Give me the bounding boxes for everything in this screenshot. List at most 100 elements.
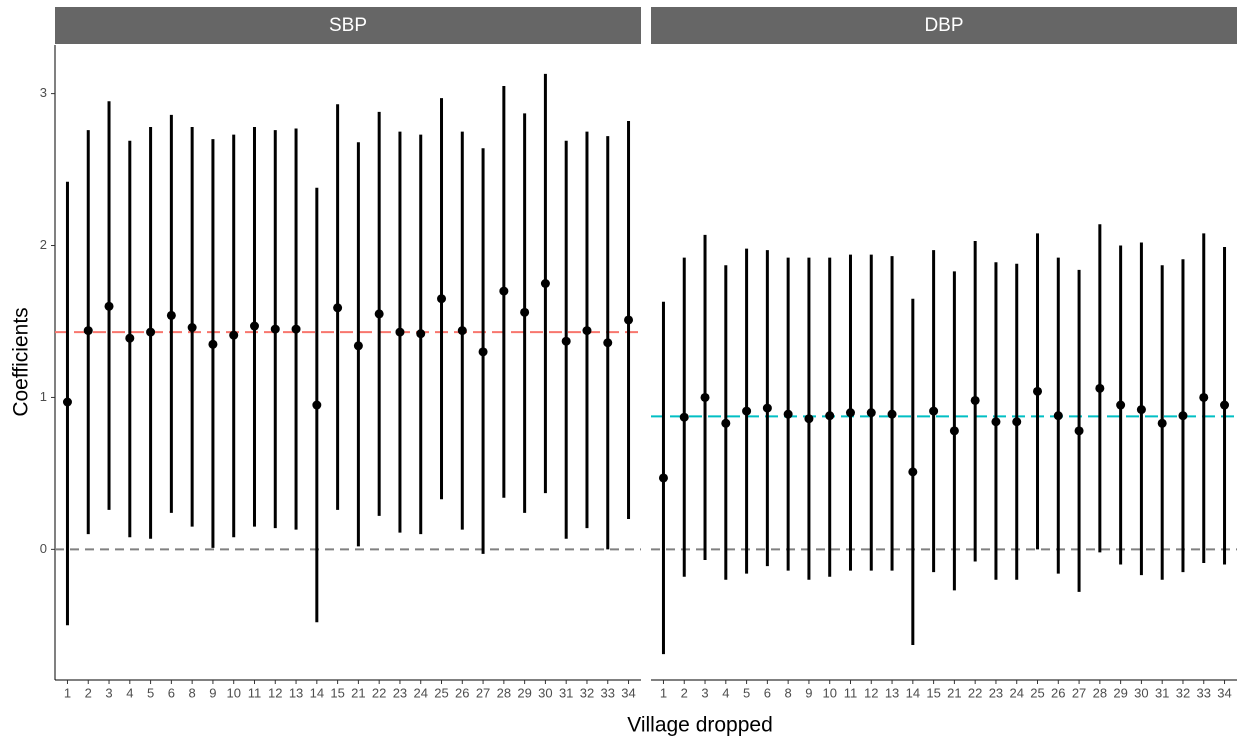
point [125,333,135,343]
x-tick-label: 15 [330,685,344,700]
point [1157,418,1167,428]
point [520,307,530,317]
point [540,279,550,289]
point [1178,411,1188,421]
point [499,286,509,296]
point [353,341,363,351]
x-tick-label: 23 [393,685,407,700]
point [478,347,488,357]
x-tick-label: 33 [1197,685,1211,700]
x-tick-label: 31 [559,685,573,700]
point [561,336,571,346]
x-tick-label: 8 [189,685,196,700]
x-tick-label: 32 [580,685,594,700]
x-tick-label: 13 [885,685,899,700]
x-tick-label: 8 [785,685,792,700]
point [437,294,447,304]
x-tick-label: 30 [538,685,552,700]
point [62,397,72,407]
point [721,418,731,428]
point [208,339,218,349]
x-tick-label: 30 [1134,685,1148,700]
x-tick-label: 22 [372,685,386,700]
point [166,310,176,320]
y-tick-label: 0 [40,541,47,556]
x-tick-label: 26 [455,685,469,700]
x-tick-label: 28 [497,685,511,700]
y-tick-label: 2 [40,237,47,252]
x-tick-label: 12 [268,685,282,700]
x-tick-label: 23 [989,685,1003,700]
point [1074,426,1084,436]
x-tick-label: 22 [968,685,982,700]
point [416,329,426,339]
point [1095,383,1105,393]
point [249,321,259,331]
point [1053,411,1063,421]
point [146,327,156,337]
facet-strip [55,7,641,44]
point [1033,386,1043,396]
point [270,324,280,334]
point [845,408,855,418]
x-tick-label: 3 [701,685,708,700]
point [949,426,959,436]
x-tick-label: 6 [764,685,771,700]
x-tick-label: 10 [226,685,240,700]
x-tick-label: 11 [248,685,262,700]
x-tick-label: 5 [743,685,750,700]
x-tick-label: 9 [805,685,812,700]
point [395,327,405,337]
x-tick-label: 3 [105,685,112,700]
point [1220,400,1230,410]
point [603,338,613,348]
y-tick-label: 3 [40,85,47,100]
point [457,326,467,336]
x-tick-label: 21 [351,685,365,700]
x-tick-label: 4 [722,685,729,700]
point [783,409,793,419]
x-tick-label: 5 [147,685,154,700]
point [866,408,876,418]
point [908,467,918,477]
point [658,473,668,483]
point [1012,417,1022,427]
point [742,406,752,416]
point [929,406,939,416]
x-tick-label: 12 [864,685,878,700]
point [804,414,814,424]
point [624,315,634,325]
point [679,412,689,422]
x-tick-label: 24 [413,685,427,700]
x-tick-label: 26 [1051,685,1065,700]
x-tick-label: 9 [209,685,216,700]
x-tick-label: 24 [1009,685,1023,700]
facet-title: SBP [329,15,367,36]
x-tick-label: 13 [289,685,303,700]
x-tick-label: 25 [1030,685,1044,700]
x-tick-label: 29 [517,685,531,700]
point [582,326,592,336]
x-tick-label: 6 [168,685,175,700]
y-tick-label: 1 [40,389,47,404]
x-axis-label: Village dropped [627,714,773,737]
y-axis-label: Coefficients [10,307,33,416]
point [991,417,1001,427]
point [970,395,980,405]
facet-title: DBP [924,15,963,36]
x-tick-label: 4 [126,685,133,700]
x-tick-label: 31 [1155,685,1169,700]
point [333,303,343,313]
point [83,326,93,336]
point [887,409,897,419]
x-tick-label: 32 [1176,685,1190,700]
x-tick-label: 28 [1093,685,1107,700]
x-tick-label: 2 [85,685,92,700]
x-tick-label: 2 [681,685,688,700]
point [291,324,301,334]
x-tick-label: 33 [601,685,615,700]
x-tick-label: 10 [822,685,836,700]
x-tick-label: 34 [1217,685,1231,700]
x-tick-label: 27 [476,685,490,700]
